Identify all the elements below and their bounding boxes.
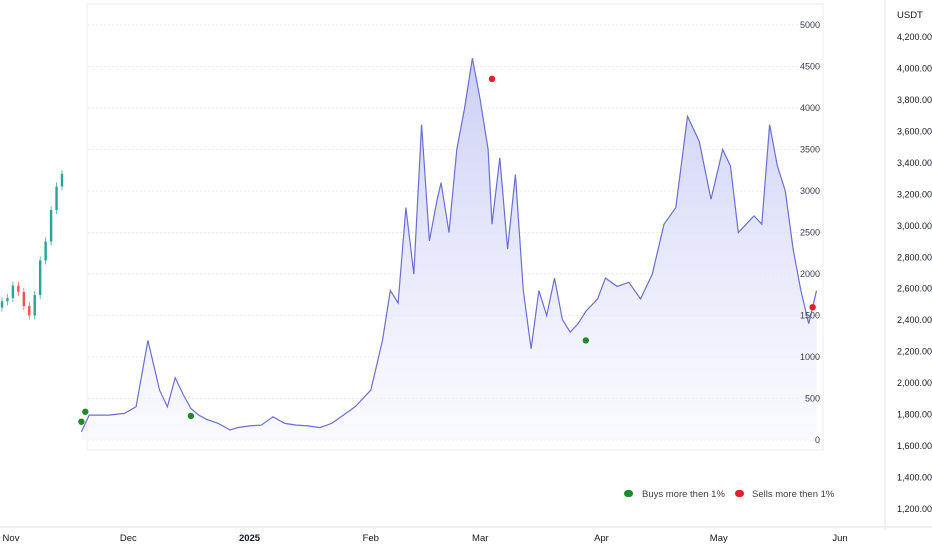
candle-body	[33, 295, 36, 316]
buy-marker[interactable]	[78, 418, 85, 425]
buy-marker[interactable]	[187, 412, 195, 420]
legend: Buys more then 1% Sells more then 1%	[624, 489, 835, 500]
price-tick-label: 3,200.00	[897, 189, 932, 199]
price-tick-label: 1,200.00	[897, 504, 932, 514]
candle-body	[55, 186, 58, 211]
price-axis[interactable]: USDT 4,200.00 4,000.00 3,800.00 3,600.00 3,4…	[884, 0, 932, 530]
inner-y-tick-label: 500	[805, 394, 820, 404]
price-axis-unit: USDT	[897, 10, 923, 21]
price-tick-label: 2,400.00	[897, 315, 932, 325]
price-tick-label: 3,800.00	[897, 95, 932, 105]
time-axis[interactable]: Nov Dec 2025 Feb Mar Apr May Jun	[0, 526, 932, 544]
price-tick-label: 2,000.00	[897, 378, 932, 388]
candle-body	[38, 260, 42, 296]
inner-y-tick-label: 5000	[800, 20, 820, 30]
buy-marker[interactable]	[82, 408, 89, 415]
time-axis-ticks: Nov Dec 2025 Feb Mar Apr May Jun	[3, 533, 848, 544]
inner-y-tick-label: 1000	[800, 352, 820, 362]
area-series-line	[80, 58, 818, 432]
legend-sells-swatch	[735, 490, 744, 497]
time-tick-label: 2025	[239, 533, 261, 544]
price-tick-label: 2,600.00	[897, 284, 932, 294]
price-tick-label: 2,800.00	[897, 252, 932, 262]
price-tick-label: 4,000.00	[897, 63, 932, 73]
candle-body	[17, 285, 20, 292]
area-fill	[81, 58, 817, 440]
time-tick-label: Apr	[594, 533, 609, 544]
inner-y-tick-label: 3500	[800, 145, 820, 155]
legend-buys-label: Buys more then 1%	[642, 489, 725, 500]
price-axis-ticks: 4,200.00 4,000.00 3,800.00 3,600.00 3,400.00…	[897, 32, 932, 514]
time-tick-label: Dec	[120, 533, 137, 544]
sell-marker[interactable]	[488, 75, 496, 83]
legend-item-sells: Sells more then 1%	[735, 489, 835, 500]
inner-y-tick-label: 2000	[800, 269, 820, 279]
candle-body	[44, 241, 47, 261]
buy-marker[interactable]	[582, 337, 590, 344]
candle-body	[11, 285, 15, 299]
candle-body	[60, 173, 64, 187]
inner-y-tick-label: 0	[815, 435, 820, 445]
inner-y-tick-label: 4500	[800, 62, 820, 72]
time-tick-label: Feb	[363, 533, 379, 544]
time-tick-label: Jun	[832, 533, 847, 544]
candle-body	[28, 306, 31, 316]
price-tick-label: 1,600.00	[897, 441, 932, 451]
candle-body	[22, 291, 26, 307]
price-tick-label: 3,600.00	[897, 126, 932, 136]
legend-buys-swatch	[624, 490, 633, 497]
candle-body	[6, 298, 9, 302]
price-tick-label: 2,200.00	[897, 347, 932, 357]
candle-body	[49, 210, 53, 242]
inner-y-tick-label: 3000	[800, 186, 820, 196]
price-tick-label: 4,200.00	[897, 32, 932, 42]
price-tick-label: 1,800.00	[897, 410, 932, 420]
trade-markers	[78, 75, 816, 425]
time-tick-label: May	[710, 533, 728, 544]
legend-sells-label: Sells more then 1%	[752, 489, 835, 500]
price-tick-label: 1,400.00	[897, 473, 932, 483]
inner-y-tick-label: 2500	[800, 228, 820, 238]
inner-y-tick-label: 4000	[800, 103, 820, 113]
time-tick-label: Nov	[3, 533, 20, 544]
candle-body	[0, 301, 4, 308]
inner-y-tick-label: 1500	[800, 311, 820, 321]
legend-item-buys: Buys more then 1%	[624, 489, 725, 500]
sell-marker[interactable]	[809, 304, 816, 311]
price-tick-label: 3,400.00	[897, 158, 932, 168]
candlestick-series	[0, 169, 64, 320]
price-tick-label: 3,000.00	[897, 221, 932, 231]
time-tick-label: Mar	[472, 533, 488, 544]
